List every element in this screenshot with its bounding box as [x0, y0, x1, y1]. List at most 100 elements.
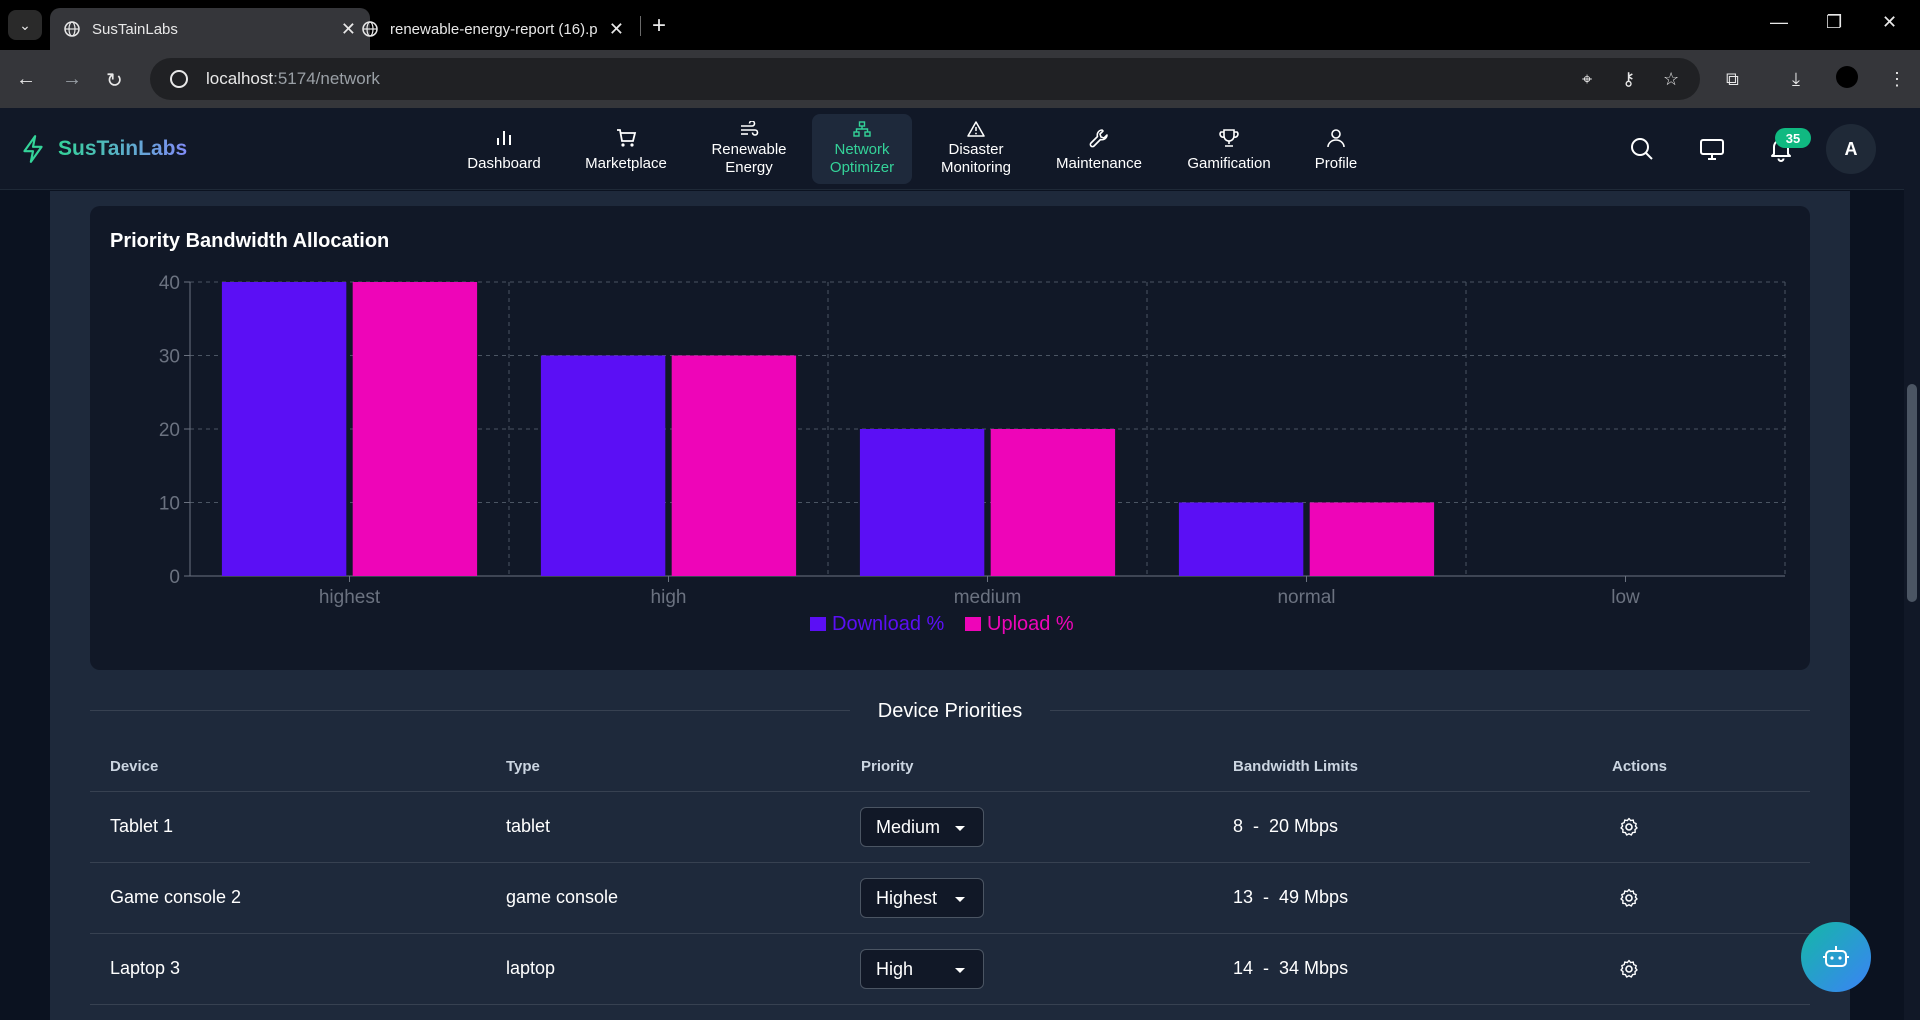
chatbot-button[interactable]	[1801, 922, 1871, 992]
bar-medium-0	[859, 429, 985, 576]
nav-network-optimizer[interactable]: Network Optimizer	[812, 114, 912, 184]
device-name: Laptop 3	[110, 958, 181, 978]
network-icon	[853, 121, 871, 137]
brand-name: SusTainLabs	[58, 137, 188, 160]
device-name: Tablet 1	[110, 816, 174, 836]
location-icon[interactable]: ⌖	[1582, 69, 1593, 89]
close-tab-icon[interactable]: ✕	[608, 18, 624, 39]
site-info-icon[interactable]	[170, 70, 188, 88]
chevron-down-icon	[955, 968, 965, 973]
nav-label: Maintenance	[1056, 154, 1142, 172]
browser-tab-active[interactable]: SusTainLabs ✕	[50, 8, 370, 50]
trophy-icon	[1219, 128, 1239, 147]
restore-icon[interactable]: ❐	[1826, 12, 1843, 32]
forward-arrow-icon[interactable]: →	[62, 68, 82, 90]
device-type: game console	[506, 887, 619, 907]
bandwidth-limits: 14 - 34 Mbps	[1233, 958, 1349, 978]
tab-search-button[interactable]: ⌄	[8, 10, 42, 40]
table-row: Tablet 1 tablet Medium 8 - 20 Mbps	[90, 792, 1810, 863]
bar-highest-1	[352, 282, 478, 576]
nav-disaster-monitoring[interactable]: Disaster Monitoring	[926, 114, 1026, 184]
close-tab-icon[interactable]: ✕	[340, 18, 356, 39]
device-table: Device Type Priority Bandwidth Limits Ac…	[90, 744, 1810, 1005]
tab-title: renewable-energy-report (16).p	[390, 20, 598, 38]
gear-icon[interactable]	[1619, 959, 1639, 979]
x-tick-label: low	[1611, 587, 1640, 608]
back-arrow-icon[interactable]: ←	[16, 68, 36, 90]
brand-logo[interactable]: SusTainLabs	[20, 134, 187, 164]
x-tick-label: medium	[954, 587, 1022, 608]
key-icon[interactable]: ⚷	[1622, 69, 1636, 89]
bar-medium-1	[990, 429, 1116, 576]
robot-icon	[1823, 946, 1849, 967]
gear-icon[interactable]	[1619, 817, 1639, 837]
bar-high-0	[540, 355, 666, 576]
browser-tab[interactable]: renewable-energy-report (16).p ✕	[348, 8, 638, 50]
nav-maintenance[interactable]: Maintenance	[1048, 114, 1150, 184]
nav-marketplace[interactable]: Marketplace	[576, 114, 676, 184]
tab-title: SusTainLabs	[92, 20, 178, 38]
browser-tab-bar: ⌄ SusTainLabs ✕ renewable-energy-report …	[0, 0, 1920, 50]
nav-dashboard[interactable]: Dashboard	[458, 114, 550, 184]
search-icon[interactable]	[1629, 136, 1655, 162]
cart-icon	[617, 128, 637, 147]
wind-icon	[741, 121, 759, 136]
x-tick-label: high	[651, 587, 687, 608]
app-header: SusTainLabs Dashboard Marketplace Renewa…	[0, 108, 1904, 190]
nav-profile[interactable]: Profile	[1306, 114, 1366, 184]
more-menu-icon[interactable]: ⋮	[1888, 69, 1906, 89]
profile-extension-icon[interactable]	[1836, 66, 1858, 88]
priority-select[interactable]: Highest	[860, 878, 984, 918]
nav-label: Network Optimizer	[829, 141, 895, 176]
nav-label: Marketplace	[585, 154, 667, 172]
notification-badge: 35	[1775, 128, 1811, 148]
column-header-type: Type	[506, 758, 540, 775]
y-tick-label: 30	[159, 347, 180, 368]
reload-icon[interactable]: ↻	[106, 70, 123, 92]
nav-label: Renewable Energy	[711, 141, 787, 176]
chevron-down-icon	[955, 897, 965, 902]
table-header: Device Type Priority Bandwidth Limits Ac…	[90, 744, 1810, 792]
user-icon	[1327, 128, 1345, 147]
legend-label: Upload %	[987, 613, 1074, 635]
globe-icon	[64, 21, 80, 37]
priority-value: Medium	[876, 816, 941, 837]
chart-title: Priority Bandwidth Allocation	[110, 230, 390, 252]
warning-icon	[967, 121, 985, 137]
table-row: Game console 2 game console Highest 13 -…	[90, 863, 1810, 934]
chevron-down-icon	[955, 826, 965, 831]
monitor-icon[interactable]	[1699, 136, 1725, 162]
new-tab-button[interactable]: +	[652, 12, 667, 39]
nav-gamification[interactable]: Gamification	[1176, 114, 1282, 184]
download-icon[interactable]: ⤓	[1792, 69, 1800, 89]
address-bar[interactable]: localhost:5174/network	[150, 58, 1700, 100]
y-tick-label: 20	[159, 420, 180, 441]
divider	[1050, 710, 1810, 711]
avatar[interactable]: A	[1826, 124, 1876, 174]
bar-normal-1	[1309, 502, 1435, 576]
priority-value: Highest	[876, 887, 938, 908]
x-tick-label: highest	[319, 587, 381, 608]
bolt-icon	[23, 135, 43, 163]
priority-value: High	[876, 958, 914, 979]
column-header-device: Device	[110, 758, 159, 775]
close-window-icon[interactable]: ✕	[1882, 12, 1898, 32]
bandwidth-chart-card: Priority Bandwidth Allocation 0 10 20 30 40 h…	[90, 206, 1810, 670]
nav-label: Gamification	[1187, 154, 1271, 172]
minimize-icon[interactable]: —	[1770, 12, 1788, 32]
x-tick-label: normal	[1277, 587, 1335, 608]
bandwidth-chart: 0 10 20 30 40 highest high medium normal low Downl…	[159, 273, 1786, 635]
star-icon[interactable]: ☆	[1663, 69, 1680, 89]
legend-swatch	[810, 617, 826, 631]
bar-normal-0	[1178, 502, 1304, 576]
nav-renewable-energy[interactable]: Renewable Energy	[700, 114, 798, 184]
bar-high-1	[671, 355, 797, 576]
priority-select[interactable]: Medium	[860, 807, 984, 847]
table-row: Laptop 3 laptop High 14 - 34 Mbps	[90, 934, 1810, 1005]
scrollbar-thumb[interactable]	[1907, 384, 1917, 602]
extensions-icon[interactable]: ⧉	[1726, 69, 1739, 89]
gear-icon[interactable]	[1619, 888, 1639, 908]
bar-chart-icon	[497, 130, 511, 145]
priority-select[interactable]: High	[860, 949, 984, 989]
tab-divider	[640, 16, 641, 36]
